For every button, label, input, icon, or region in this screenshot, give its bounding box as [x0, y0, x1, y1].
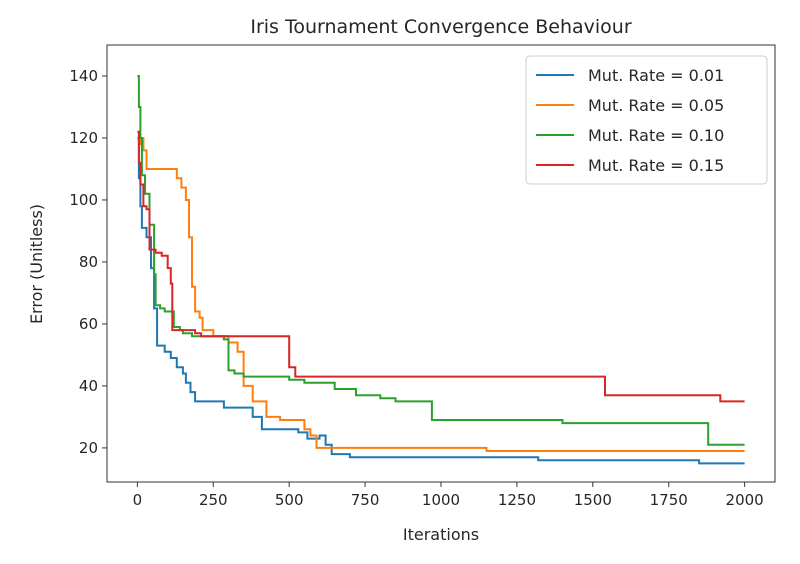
x-tick-label-6: 1500	[574, 491, 612, 509]
y-tick-label-0: 20	[79, 439, 98, 457]
x-tick-label-5: 1250	[498, 491, 536, 509]
plot-lines	[137, 75, 745, 465]
y-tick-label-3: 80	[79, 253, 98, 271]
legend-label-3: Mut. Rate = 0.15	[588, 156, 724, 175]
x-tick-label-0: 0	[133, 491, 143, 509]
y-tick-label-5: 120	[69, 129, 98, 147]
y-axis: 20 40 60 80 100 120 140	[69, 67, 107, 457]
x-tick-label-1: 250	[199, 491, 228, 509]
y-axis-label: Error (Unitless)	[27, 204, 46, 324]
y-tick-label-2: 60	[79, 315, 98, 333]
series-line-3	[137, 130, 745, 403]
series-line-0	[137, 137, 745, 465]
legend-label-2: Mut. Rate = 0.10	[588, 126, 724, 145]
x-axis: 0 250 500 750 1000 1250 1500 1750 2000	[133, 482, 764, 509]
x-tick-label-3: 750	[351, 491, 380, 509]
legend-box	[525, 55, 768, 185]
y-tick-label-4: 100	[69, 191, 98, 209]
legend-label-0: Mut. Rate = 0.01	[588, 66, 724, 85]
legend: Mut. Rate = 0.01 Mut. Rate = 0.05 Mut. Rat…	[525, 55, 768, 185]
x-axis-label: Iterations	[403, 525, 479, 544]
chart-title: Iris Tournament Convergence Behaviour	[250, 16, 631, 38]
y-tick-label-1: 40	[79, 377, 98, 395]
x-tick-label-4: 1000	[422, 491, 460, 509]
x-tick-label-7: 1750	[650, 491, 688, 509]
x-tick-label-2: 500	[275, 491, 304, 509]
x-tick-label-8: 2000	[726, 491, 764, 509]
legend-label-1: Mut. Rate = 0.05	[588, 96, 724, 115]
y-tick-label-6: 140	[69, 67, 98, 85]
